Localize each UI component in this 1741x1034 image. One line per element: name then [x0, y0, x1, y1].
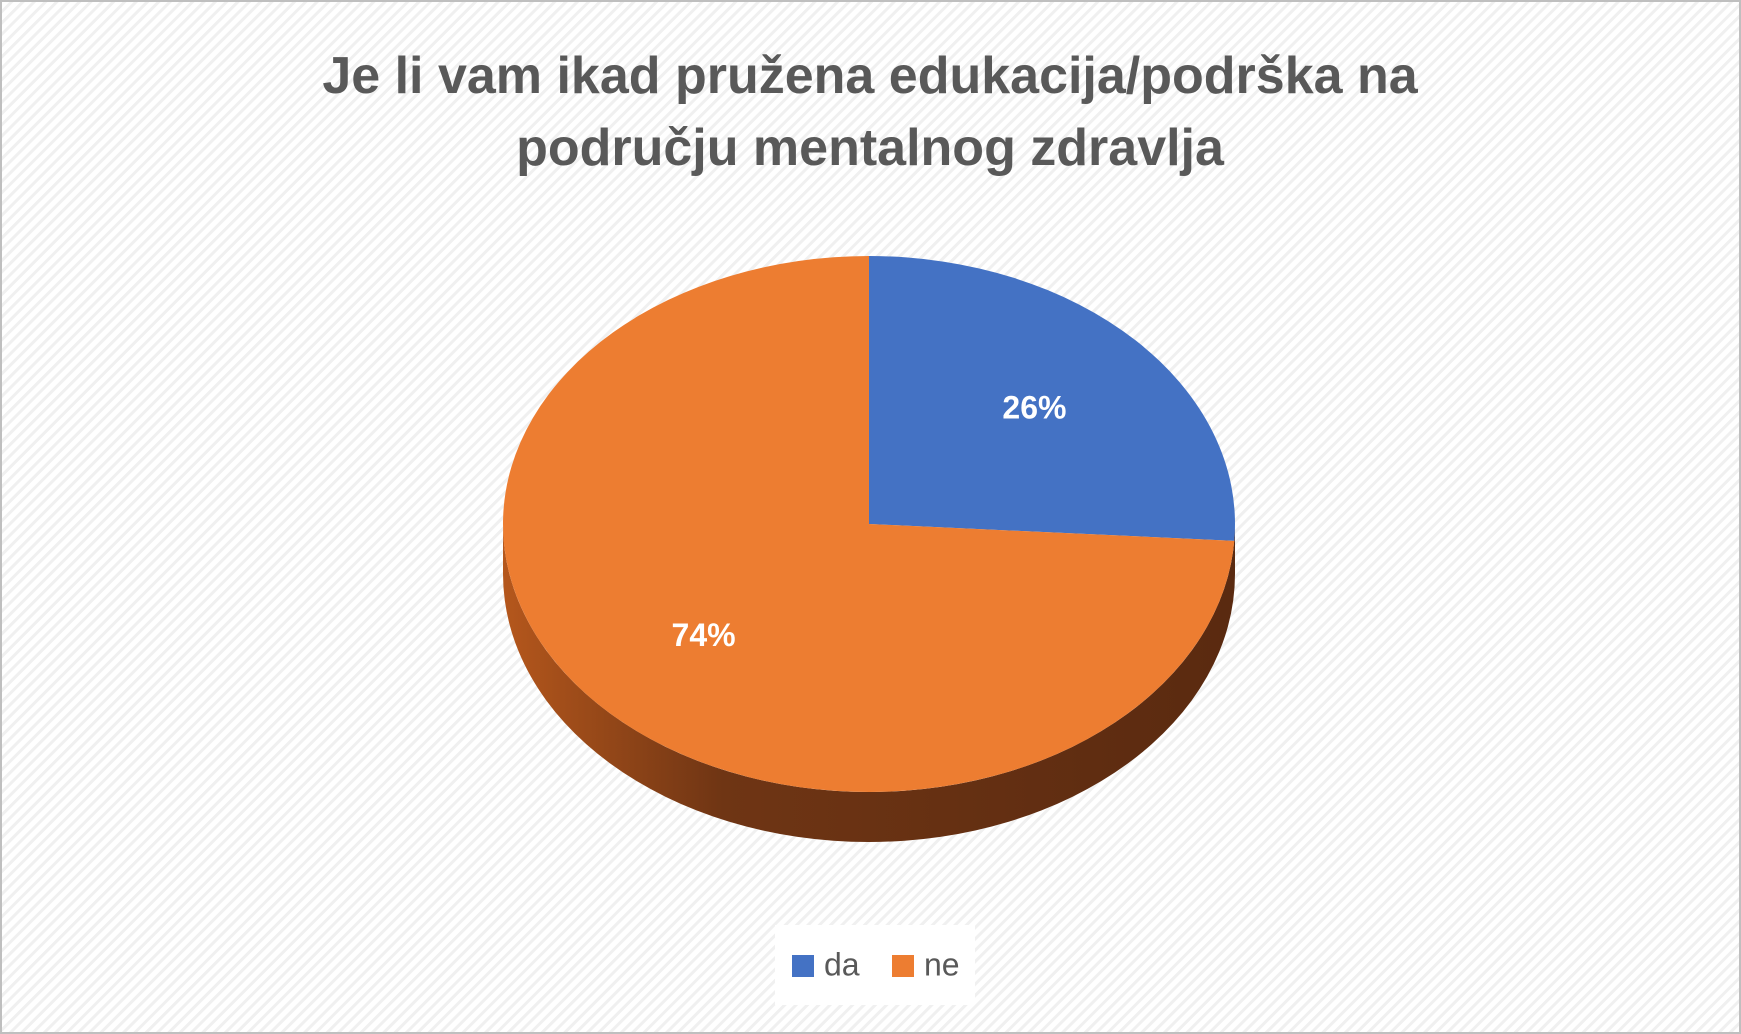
data-label: 74% [672, 617, 736, 653]
legend-label: ne [924, 946, 960, 982]
legend-label: da [824, 946, 860, 982]
legend-swatch [892, 955, 914, 977]
pie-side [503, 524, 1235, 842]
data-label: 26% [1002, 390, 1066, 426]
pie-slice [869, 256, 1236, 541]
legend-swatch [792, 955, 814, 977]
pie-slice [503, 256, 1235, 792]
chart-title: Je li vam ikad pružena edukacija/podrška… [322, 47, 1418, 177]
